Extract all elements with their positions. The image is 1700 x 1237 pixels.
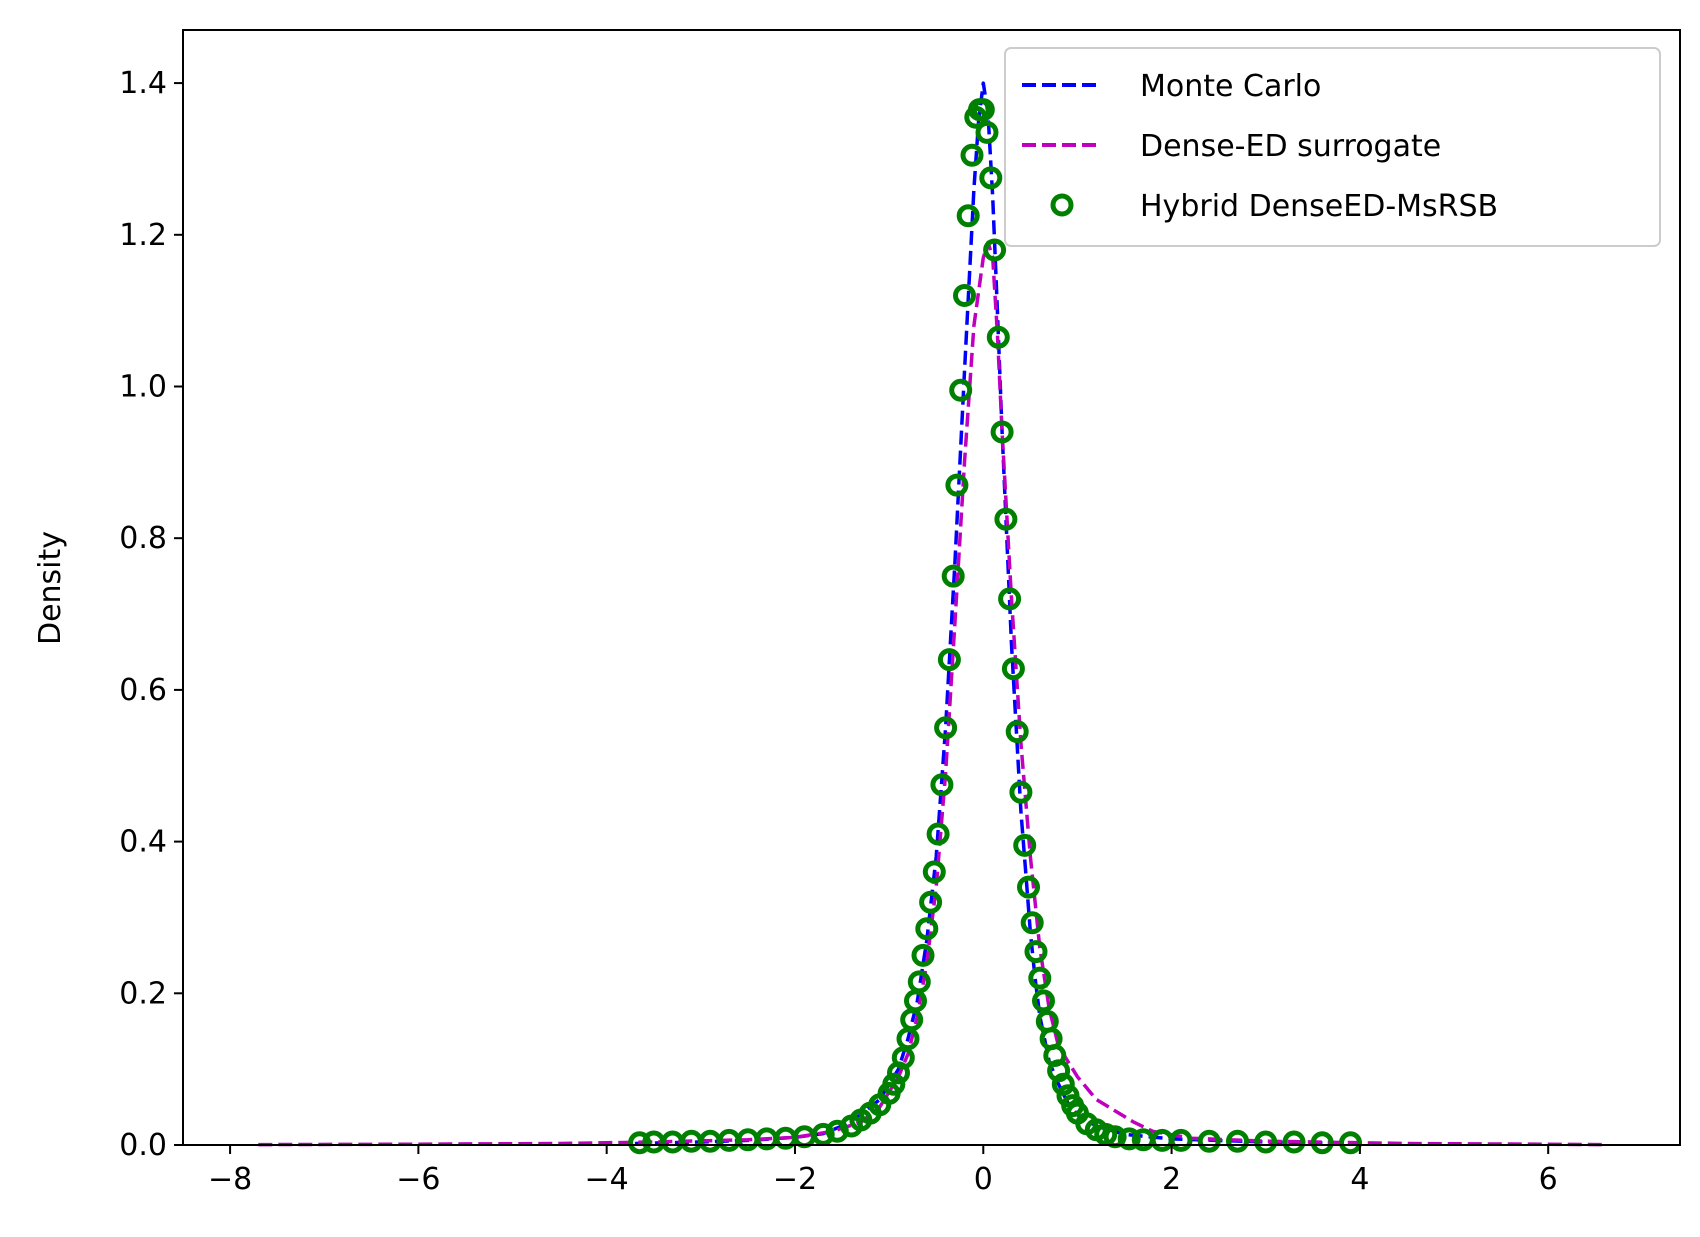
hybrid-point [941, 564, 965, 588]
y-tick-label: 0.8 [119, 521, 167, 556]
hybrid-point [1197, 1129, 1221, 1153]
hybrid-point [1282, 1130, 1306, 1154]
x-tick-label: 4 [1350, 1162, 1369, 1197]
legend-label-monte-carlo: Monte Carlo [1140, 69, 1321, 104]
hybrid-point [975, 120, 999, 144]
hybrid-point [1017, 875, 1040, 899]
hybrid-point [926, 822, 950, 846]
hybrid-point [1339, 1131, 1362, 1155]
hybrid-point [937, 648, 961, 672]
x-tick-label: −8 [208, 1162, 252, 1197]
legend: Monte Carlo Dense-ED surrogate Hybrid De… [1004, 47, 1661, 247]
hybrid-point [1001, 657, 1025, 681]
hybrid-point [1028, 966, 1052, 990]
y-tick-label: 0.2 [119, 976, 167, 1011]
x-tick-label: −2 [773, 1162, 817, 1197]
hybrid-point [1094, 1122, 1118, 1146]
legend-label-hybrid: Hybrid DenseED-MsRSB [1140, 189, 1498, 224]
hybrid-point [1013, 833, 1037, 857]
hybrid-point [956, 204, 980, 228]
y-tick-label: 1.2 [119, 218, 167, 253]
hybrid-point [998, 587, 1022, 611]
hybrid-point [907, 970, 931, 994]
hybrid-point [1051, 1072, 1075, 1096]
hybrid-point [919, 890, 943, 914]
hybrid-point [1005, 720, 1029, 744]
hybrid-point [882, 1072, 906, 1096]
y-axis-label: Density [33, 531, 68, 645]
hybrid-point [1032, 989, 1055, 1013]
series-layer [258, 81, 1605, 1155]
hybrid-point [1024, 940, 1048, 964]
hybrid-point [934, 716, 958, 740]
y-tick-label: 0.6 [119, 673, 167, 708]
hybrid-point [1226, 1129, 1249, 1153]
y-tick-label: 0.0 [119, 1128, 167, 1163]
x-tick-label: 2 [1162, 1162, 1181, 1197]
hybrid-point [915, 917, 939, 941]
hybrid-point [986, 325, 1010, 349]
legend-swatch-hybrid [1050, 193, 1074, 217]
x-tick-label: −4 [585, 1162, 629, 1197]
y-tick-label: 1.0 [119, 369, 167, 404]
hybrid-point [1310, 1131, 1334, 1155]
x-tick-label: 6 [1539, 1162, 1558, 1197]
hybrid-point [983, 238, 1007, 262]
legend-label-dense-ed: Dense-ED surrogate [1140, 129, 1441, 164]
hybrid-point [953, 284, 976, 307]
hybrid-point [994, 507, 1018, 531]
hybrid-point [1117, 1127, 1141, 1151]
hybrid-point [990, 420, 1014, 444]
hybrid-point [971, 98, 995, 122]
hybrid-point [960, 143, 984, 167]
hybrid-point [945, 473, 969, 497]
hybrid-point [911, 943, 935, 967]
plot-frame [182, 29, 1681, 1146]
y-axis: 0.0 0.2 0.4 0.6 0.8 1.0 1.2 1.4 [119, 66, 183, 1163]
hybrid-point [1169, 1128, 1193, 1152]
y-tick-label: 0.4 [119, 825, 167, 860]
hybrid-point [922, 860, 946, 884]
hybrid-point [811, 1122, 835, 1146]
hybrid-point [930, 773, 954, 797]
hybrid-point [1009, 780, 1033, 804]
hybrid-point [1254, 1130, 1278, 1154]
x-tick-label: 0 [974, 1162, 993, 1197]
x-tick-label: −6 [396, 1162, 440, 1197]
x-axis: −8 −6 −4 −2 0 2 4 6 [208, 1145, 1558, 1197]
hybrid-point [979, 166, 1003, 190]
hybrid-point [1020, 911, 1044, 935]
y-tick-label: 1.4 [119, 66, 167, 101]
hybrid-point [628, 1131, 652, 1155]
legend-box [1004, 47, 1661, 247]
hybrid-point [949, 378, 973, 402]
